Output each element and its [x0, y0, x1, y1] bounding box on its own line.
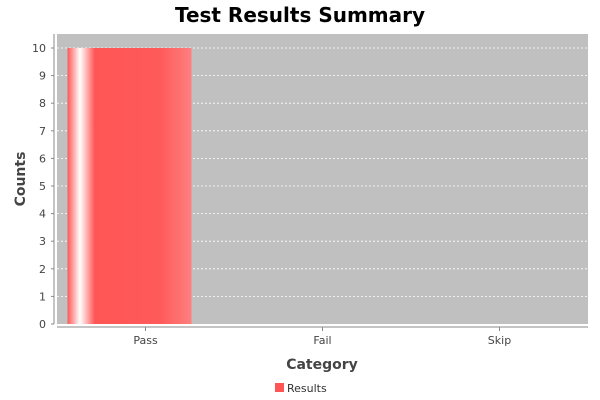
x-axis-ticks: Pass Fail Skip — [133, 327, 511, 347]
y-tick-label: 6 — [39, 152, 46, 165]
legend-swatch-results — [275, 383, 284, 392]
x-axis-label: Category — [286, 357, 358, 373]
bar-pass — [67, 48, 192, 324]
x-tick-label-fail: Fail — [313, 334, 331, 347]
y-axis-label: Counts — [13, 152, 29, 207]
legend: Results — [275, 382, 327, 395]
x-tick-label-pass: Pass — [133, 334, 158, 347]
y-tick-label: 7 — [39, 125, 46, 138]
chart-title: Test Results Summary — [175, 3, 425, 27]
y-tick-label: 1 — [39, 290, 46, 303]
legend-label-results: Results — [287, 382, 327, 395]
y-axis-ticks: 0 1 2 3 4 5 6 7 8 9 10 — [32, 42, 54, 331]
y-tick-label: 0 — [39, 318, 46, 331]
y-tick-label: 5 — [39, 180, 46, 193]
y-tick-label: 3 — [39, 235, 46, 248]
x-tick-label-skip: Skip — [488, 334, 511, 347]
y-tick-label: 9 — [39, 70, 46, 83]
y-tick-label: 8 — [39, 97, 46, 110]
y-tick-label: 2 — [39, 263, 46, 276]
bars — [67, 48, 192, 324]
y-tick-label: 10 — [32, 42, 46, 55]
y-tick-label: 4 — [39, 208, 46, 221]
